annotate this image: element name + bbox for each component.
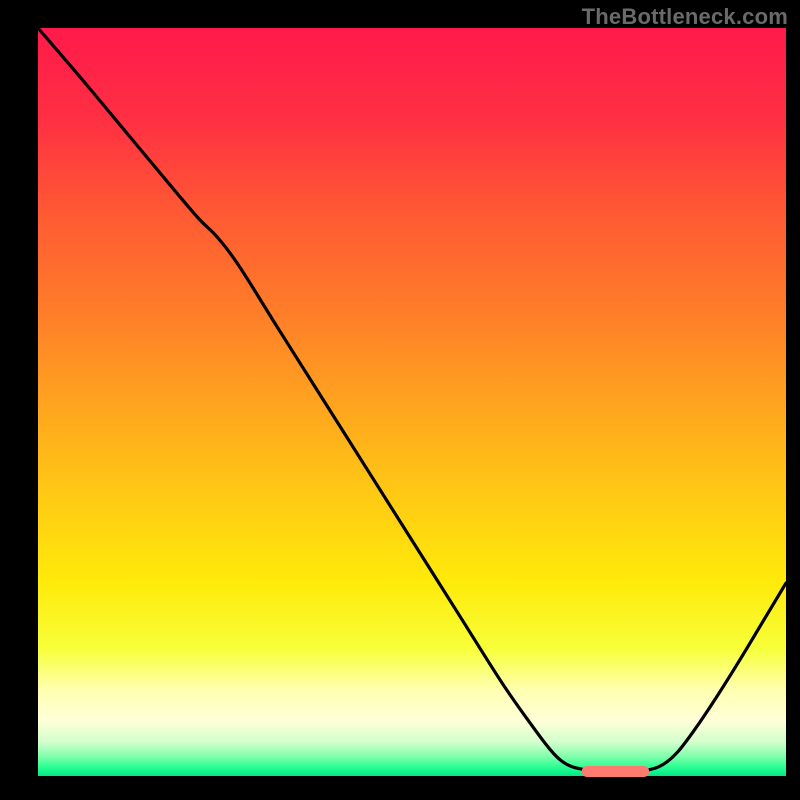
chart-svg xyxy=(0,0,800,800)
gradient-plot-area xyxy=(38,28,786,776)
chart-root: TheBottleneck.com xyxy=(0,0,800,800)
optimal-range-marker xyxy=(582,766,649,777)
